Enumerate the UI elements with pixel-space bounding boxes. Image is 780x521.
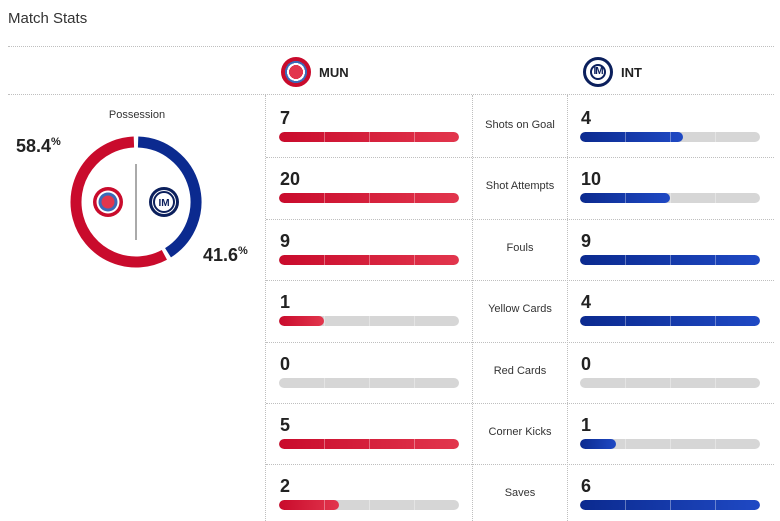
home-possession-arc <box>70 136 167 268</box>
stat-label: Red Cards <box>493 364 547 377</box>
home-stat-value: 20 <box>280 169 301 190</box>
home-stat-bar-fill <box>279 254 459 265</box>
column-divider-left <box>265 95 266 521</box>
away-team-abbr: INT <box>621 64 642 80</box>
home-stat-value: 2 <box>280 476 291 497</box>
home-team-header[interactable]: MUN <box>281 57 349 87</box>
home-team-abbr: MUN <box>319 64 349 80</box>
column-divider-mid-left <box>472 95 473 521</box>
away-stat-value: 4 <box>581 108 592 128</box>
row-divider <box>266 464 774 466</box>
page-title: Match Stats <box>8 10 88 27</box>
stat-label: Corner Kicks <box>488 426 552 438</box>
away-possession-arc <box>137 136 202 258</box>
row-divider <box>266 218 774 220</box>
stat-label: Saves <box>504 487 536 500</box>
away-stat-value: 4 <box>581 292 592 313</box>
home-stat-value: 7 <box>280 108 291 128</box>
home-stat-value: 1 <box>280 292 291 313</box>
home-stat-bar <box>279 193 459 204</box>
away-possession-value: 41.6% <box>203 245 248 265</box>
away-stat-value: 10 <box>581 169 602 190</box>
away-team-header[interactable]: IM INT <box>583 57 642 87</box>
away-stat-bar <box>580 193 760 204</box>
home-stat-bar <box>279 316 459 327</box>
inter-crest-icon-small: IM <box>149 187 179 217</box>
home-stat-bar <box>279 377 459 388</box>
possession-donut-chart: IM <box>70 136 202 268</box>
away-stat-bar-fill <box>580 132 683 142</box>
away-stat-bar <box>580 500 760 511</box>
home-stat-bar <box>279 439 459 449</box>
away-stat-bar <box>580 439 760 449</box>
home-stat-value: 0 <box>280 353 291 374</box>
column-divider-mid-right <box>567 95 568 521</box>
home-stat-value: 9 <box>280 230 291 251</box>
away-stat-bar-fill <box>580 500 760 511</box>
away-stat-bar <box>580 254 760 265</box>
home-stat-bar <box>279 500 459 511</box>
row-divider <box>266 280 774 282</box>
bayern-crest-icon-small <box>93 187 123 217</box>
away-stat-value: 0 <box>581 353 592 374</box>
home-stat-bar <box>279 132 459 142</box>
home-stat-bar-fill <box>279 439 459 449</box>
away-stat-bar <box>580 132 760 142</box>
inter-crest-icon: IM <box>583 57 613 87</box>
svg-text:IM: IM <box>158 198 169 209</box>
stat-label: Yellow Cards <box>488 303 552 316</box>
row-divider <box>266 403 774 404</box>
stat-label: Shot Attempts <box>485 180 555 193</box>
home-stat-bar <box>279 254 459 265</box>
away-stat-bar-fill <box>580 193 670 204</box>
row-divider <box>266 341 774 343</box>
home-stat-bar-fill <box>279 132 459 142</box>
away-stat-bar <box>580 316 760 327</box>
row-divider <box>266 157 774 159</box>
bayern-crest-icon <box>281 57 311 87</box>
home-stat-bar-fill <box>279 316 324 327</box>
away-stat-value: 6 <box>581 476 592 497</box>
home-stat-bar-fill <box>279 500 339 511</box>
away-stat-value: 9 <box>581 230 592 251</box>
home-possession-value: 58.4% <box>16 136 61 156</box>
header-divider <box>8 46 774 47</box>
away-stat-value: 1 <box>581 415 592 435</box>
home-stat-value: 5 <box>280 415 291 435</box>
possession-label: Possession <box>108 109 166 121</box>
table-top-divider <box>8 94 774 95</box>
away-stat-bar-fill <box>580 316 760 327</box>
away-stat-bar-fill <box>580 254 760 265</box>
stat-label: Fouls <box>506 241 534 254</box>
away-stat-bar-fill <box>580 439 616 449</box>
home-stat-bar-fill <box>279 193 459 204</box>
stat-label: Shots on Goal <box>485 119 555 131</box>
away-stat-bar <box>580 377 760 388</box>
